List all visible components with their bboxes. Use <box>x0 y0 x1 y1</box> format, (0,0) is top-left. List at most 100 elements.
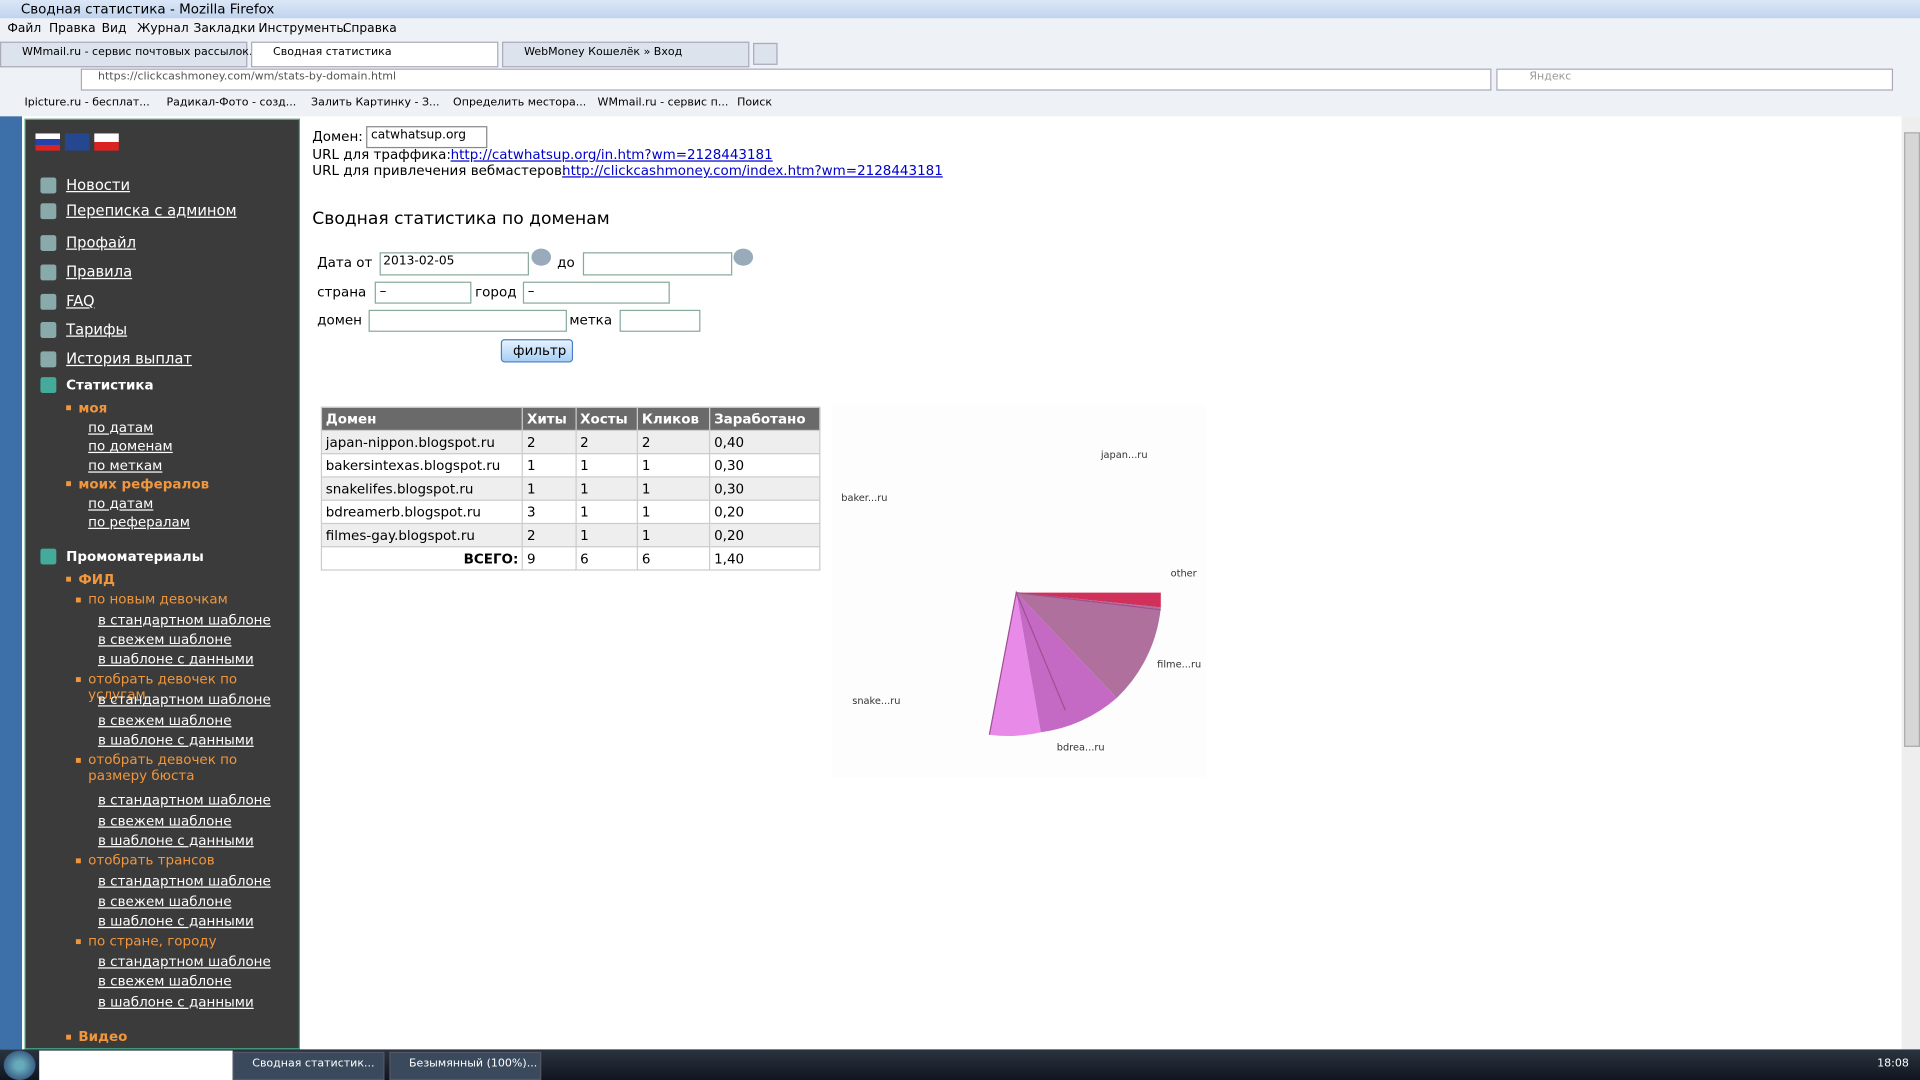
group-title[interactable]: ФИД <box>78 571 116 588</box>
start-button[interactable] <box>3 1050 36 1080</box>
nav-link[interactable]: Тарифы <box>66 320 128 338</box>
nav-icon <box>40 351 57 368</box>
menu-item[interactable]: Журнал <box>137 22 189 36</box>
tab-label[interactable]: WMmail.ru - сервис почтовых рассылок... <box>22 46 260 59</box>
sidebar-link[interactable]: по доменам <box>88 438 173 455</box>
sidebar-link[interactable]: в стандартном шаблоне <box>97 792 271 809</box>
bookmark[interactable]: Залить Картинку - З... <box>311 96 440 109</box>
heading: Сводная статистика по доменам <box>312 209 610 229</box>
new-tab[interactable] <box>753 42 778 65</box>
nav-link[interactable]: Переписка с админом <box>66 202 237 220</box>
tab[interactable] <box>251 41 499 68</box>
sidebar-link[interactable]: в шаблоне с данными <box>97 832 254 849</box>
scroll-thumb[interactable] <box>1904 132 1920 747</box>
sidebar-link[interactable]: в свежем шаблоне <box>97 893 232 910</box>
flag-cz[interactable] <box>94 133 119 151</box>
select[interactable] <box>368 309 567 332</box>
select[interactable] <box>619 309 701 332</box>
cell: snakelifes.blogspot.ru <box>320 476 524 501</box>
sidebar-link[interactable]: в стандартном шаблоне <box>97 873 271 890</box>
bookmark[interactable]: Радикал-Фото - созд... <box>166 96 297 109</box>
subgroup-title[interactable]: по стране, городу <box>88 933 217 950</box>
row: japan-nippon.blogspot.ru 2 2 2 0,40 <box>320 429 821 455</box>
nav-link[interactable]: Профайл <box>66 233 137 252</box>
flag-en[interactable] <box>64 133 90 151</box>
taskbar-label[interactable]: Сводная статистик... <box>252 1057 375 1071</box>
group-title[interactable]: моя <box>78 400 108 417</box>
label: метка <box>569 312 613 329</box>
sidebar-link[interactable]: в шаблоне с данными <box>97 993 254 1010</box>
subgroup-title[interactable]: отобрать девочек по услугам <box>88 671 238 704</box>
sidebar-link[interactable]: в шаблоне с данными <box>97 732 254 749</box>
bookmark[interactable]: Ipicture.ru - бесплат... <box>24 96 150 109</box>
browser-chrome <box>0 18 1920 117</box>
sidebar-link[interactable]: в свежем шаблоне <box>97 973 232 990</box>
tab-label[interactable]: WebMoney Кошелёк » Вход <box>524 46 683 59</box>
subgroup-title[interactable]: отобрать девочек по размеру бюста <box>88 752 238 785</box>
label: URL для траффика: <box>312 146 451 163</box>
sidebar-link[interactable]: в шаблоне с данными <box>97 913 254 930</box>
cell: 1 <box>575 522 639 548</box>
menu-item[interactable]: Справка <box>342 22 397 36</box>
wedge <box>989 592 1041 736</box>
sidebar-link[interactable]: в стандартном шаблоне <box>97 692 271 709</box>
url-bar[interactable] <box>80 68 1492 91</box>
subgroup-title[interactable]: отобрать трансов <box>88 852 215 869</box>
cell: 1 <box>636 499 711 525</box>
date-input[interactable] <box>582 252 733 276</box>
sidebar-link[interactable]: в стандартном шаблоне <box>97 611 271 628</box>
sidebar-link[interactable]: по датам <box>88 495 154 512</box>
tab[interactable] <box>0 41 248 68</box>
sidebar-link[interactable]: в стандартном шаблоне <box>97 953 271 970</box>
menu-item[interactable]: Файл <box>7 22 42 36</box>
bookmark[interactable]: Поиск <box>737 96 773 109</box>
sidebar-link[interactable]: по меткам <box>88 457 163 474</box>
cell: 1 <box>636 453 711 478</box>
select[interactable] <box>374 281 472 304</box>
flag-ru[interactable] <box>35 133 60 151</box>
sidebar-link[interactable]: в свежем шаблоне <box>97 631 232 648</box>
search-placeholder: Яндекс <box>1529 71 1572 84</box>
tab-label[interactable]: Сводная статистика <box>273 46 392 59</box>
cell: 3 <box>522 499 577 525</box>
nav-link[interactable]: Правила <box>66 263 133 281</box>
link[interactable]: http://catwhatsup.org/in.htm?wm=21284431… <box>450 146 773 163</box>
date-input[interactable] <box>379 252 529 276</box>
input-value: 2013-02-05 <box>383 254 455 269</box>
tab[interactable] <box>502 41 750 68</box>
button-label[interactable]: фильтр <box>513 342 567 359</box>
cell: 0,30 <box>709 476 821 501</box>
nav-link[interactable]: FAQ <box>66 292 95 310</box>
group-title[interactable]: моих рефералов <box>78 476 210 493</box>
subgroup-title[interactable]: по новым девочкам <box>88 590 228 607</box>
search-box[interactable] <box>1496 68 1894 91</box>
calendar-icon[interactable] <box>531 248 552 266</box>
cell: 1 <box>575 453 639 478</box>
nav-link[interactable]: Новости <box>66 176 131 194</box>
column-header: Хиты <box>522 406 577 432</box>
sidebar-link[interactable]: в свежем шаблоне <box>97 812 232 829</box>
sidebar-link[interactable]: по рефералам <box>88 514 190 531</box>
calendar-icon[interactable] <box>733 248 754 266</box>
select[interactable] <box>522 281 670 304</box>
row: filmes-gay.blogspot.ru 2 1 1 0,20 <box>320 522 821 548</box>
button[interactable] <box>500 339 574 363</box>
taskbar-item[interactable] <box>232 1051 385 1080</box>
nav-link[interactable]: История выплат <box>66 350 192 368</box>
sidebar-link[interactable]: по датам <box>88 420 154 436</box>
pie-label: snake...ru <box>852 695 901 707</box>
sidebar-link[interactable]: в шаблоне с данными <box>97 651 254 668</box>
menu-item[interactable]: Вид <box>101 22 127 36</box>
bookmark[interactable]: WMmail.ru - сервис п... <box>597 96 729 109</box>
bookmark[interactable]: Определить местора... <box>453 96 587 109</box>
menu-item[interactable]: Закладки <box>193 22 256 36</box>
link[interactable]: http://clickcashmoney.com/index.htm?wm=2… <box>562 162 943 179</box>
sidebar-link[interactable]: в свежем шаблоне <box>97 712 232 729</box>
taskbar-item[interactable] <box>389 1051 542 1080</box>
menu-item[interactable]: Инструменты <box>258 22 346 36</box>
menu-item[interactable]: Правка <box>48 22 96 36</box>
taskbar-label[interactable]: Безымянный (100%)... <box>408 1057 538 1071</box>
select[interactable] <box>366 126 488 149</box>
group-title[interactable]: Видео <box>78 1028 128 1045</box>
